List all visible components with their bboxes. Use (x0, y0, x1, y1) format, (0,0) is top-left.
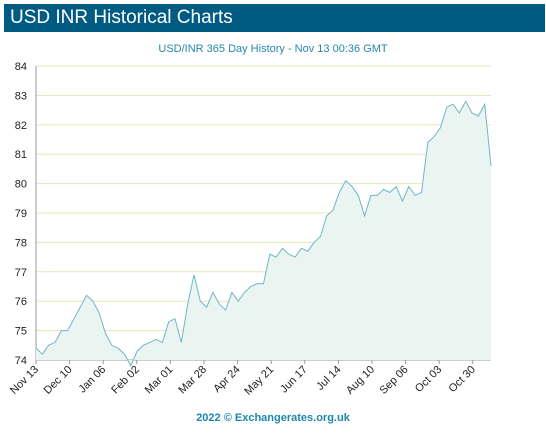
y-tick-label: 74 (15, 355, 27, 367)
y-tick-label: 83 (15, 90, 27, 102)
y-tick-label: 77 (15, 267, 27, 279)
y-tick-label: 76 (15, 296, 27, 308)
y-tick-label: 75 (15, 326, 27, 338)
x-tick-label: Jan 06 (76, 364, 108, 396)
x-tick-label: Mar 28 (176, 364, 209, 397)
y-tick-label: 82 (15, 120, 27, 132)
page-title: USD INR Historical Charts (4, 4, 545, 32)
series-area (36, 101, 491, 366)
x-tick-label: Aug 10 (344, 364, 377, 397)
y-tick-label: 78 (15, 237, 27, 249)
x-tick-label: Dec 10 (42, 364, 75, 397)
series-line (35, 100, 492, 368)
y-tick-label: 80 (15, 179, 27, 191)
x-tick-label: Oct 03 (413, 364, 444, 395)
y-tick-label: 84 (15, 61, 27, 73)
x-tick-label: Mar 01 (143, 364, 176, 397)
y-tick-label: 81 (15, 149, 27, 161)
x-tick-label: Jul 14 (314, 364, 343, 393)
x-tick-label: Nov 13 (8, 364, 41, 397)
y-tick-label: 79 (15, 208, 27, 220)
x-tick-label: Sep 06 (378, 364, 411, 397)
x-tick-label: Apr 24 (211, 364, 242, 395)
chart-title: USD/INR 365 Day History - Nov 13 00:36 G… (158, 43, 388, 55)
x-tick-label: Feb 02 (109, 364, 142, 397)
copyright-footer: 2022 © Exchangerates.org.uk (196, 412, 350, 424)
x-tick-label: May 21 (242, 364, 276, 398)
x-tick-label: Oct 30 (447, 364, 478, 395)
x-tick-label: Jun 17 (278, 364, 310, 396)
